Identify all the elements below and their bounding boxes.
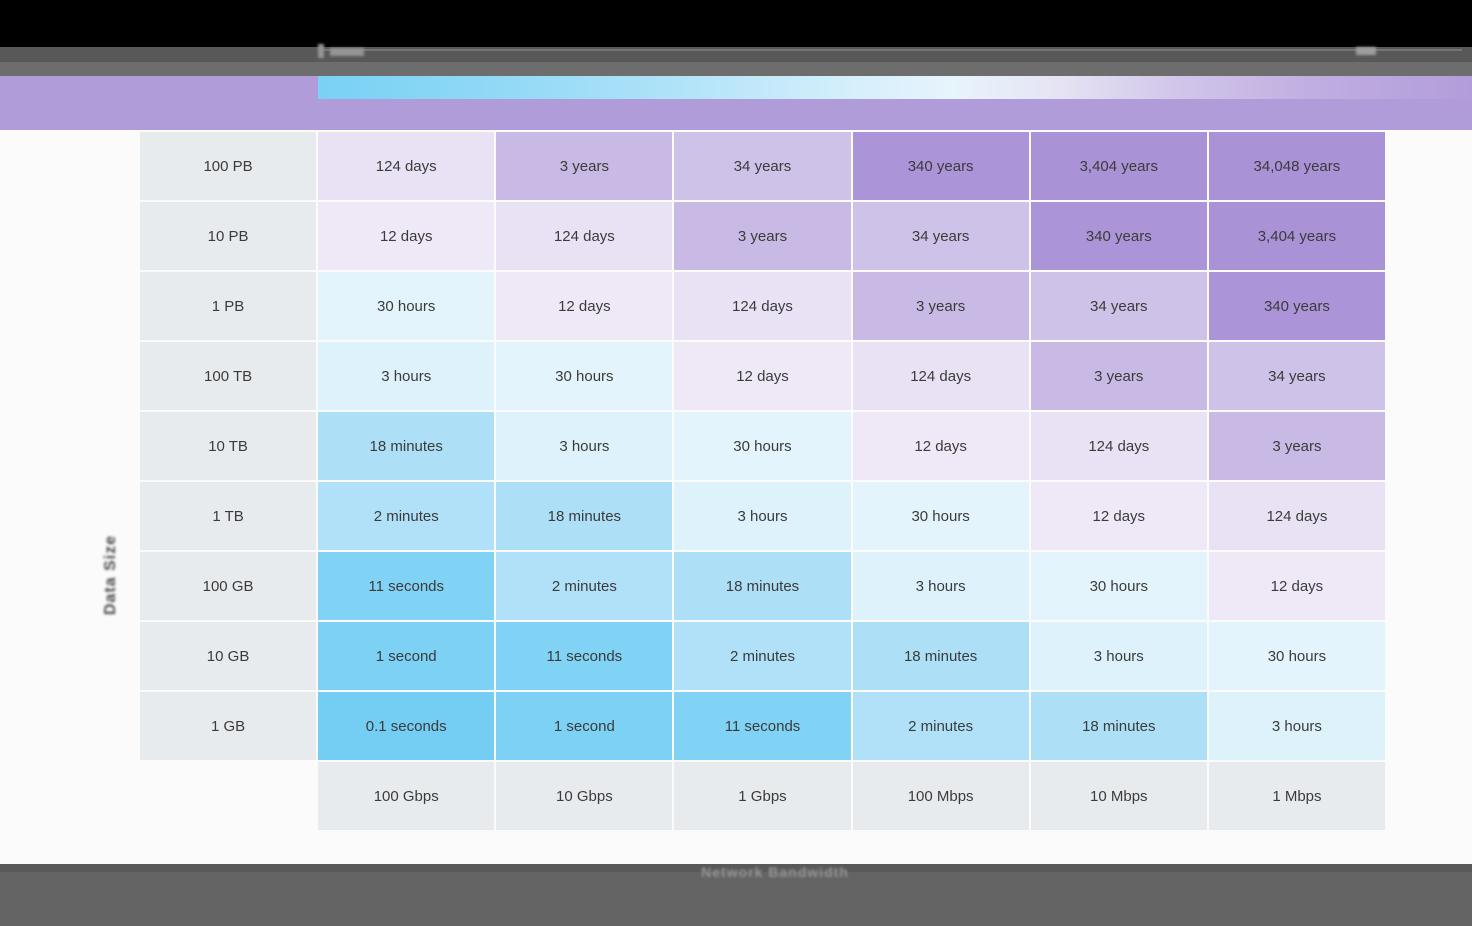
heatmap-cell: 3 years: [1030, 342, 1207, 410]
heatmap-cell: 11 seconds: [496, 622, 673, 690]
heatmap-cell: 18 minutes: [318, 412, 495, 480]
top-black-bar: [0, 0, 1472, 47]
heatmap-cell: 30 hours: [674, 412, 851, 480]
illegible-header-mark: [1356, 46, 1384, 58]
heatmap-cell: 34 years: [1208, 342, 1385, 410]
row-label-cell: 1 PB: [140, 272, 317, 340]
heatmap-cell: 3,404 years: [1030, 132, 1207, 200]
heatmap-cell: 34 years: [1030, 272, 1207, 340]
heatmap-cell: 30 hours: [852, 482, 1029, 550]
heatmap-cell: 3 years: [1208, 412, 1385, 480]
heatmap-cell: 124 days: [318, 132, 495, 200]
heatmap-cell: 1 second: [496, 692, 673, 760]
heatmap-cell: 11 seconds: [318, 552, 495, 620]
heatmap-cell: 12 days: [674, 342, 851, 410]
row-label-cell: 100 PB: [140, 132, 317, 200]
heatmap-cell: 124 days: [674, 272, 851, 340]
heatmap-cell: 2 minutes: [318, 482, 495, 550]
color-scale-gradient: [318, 76, 1472, 99]
heatmap-cell: 2 minutes: [674, 622, 851, 690]
heatmap-cell: 18 minutes: [852, 622, 1029, 690]
col-label-cell: 100 Mbps: [852, 762, 1029, 830]
heatmap-cell: 1 second: [318, 622, 495, 690]
heatmap-cell: 12 days: [496, 272, 673, 340]
row-label-cell: 1 TB: [140, 482, 317, 550]
heatmap-cell: 30 hours: [1030, 552, 1207, 620]
footer-top-strip: [0, 864, 1472, 872]
heatmap-cell: 124 days: [852, 342, 1029, 410]
heatmap-cell: 3 years: [496, 132, 673, 200]
heatmap-cell: 124 days: [496, 202, 673, 270]
heatmap-cell: 3 years: [674, 202, 851, 270]
heatmap-cell: 3 years: [852, 272, 1029, 340]
heatmap-cell: 34 years: [674, 132, 851, 200]
col-label-cell: 1 Mbps: [1208, 762, 1385, 830]
row-label-cell: 100 TB: [140, 342, 317, 410]
heatmap-cell: 18 minutes: [496, 482, 673, 550]
heatmap-cell: 18 minutes: [1030, 692, 1207, 760]
col-label-cell: 100 Gbps: [318, 762, 495, 830]
heatmap-cell: 3 hours: [318, 342, 495, 410]
heatmap-cell: 12 days: [1208, 552, 1385, 620]
heatmap-cell: 3 hours: [852, 552, 1029, 620]
footer-bar: Network Bandwidth: [0, 864, 1472, 926]
heatmap-grid: 100 PB 124 days 3 years 34 years 340 years 3,…: [140, 132, 1385, 830]
main-content: Data Size 100 PB 124 days 3 years 34 years 3…: [0, 130, 1472, 864]
x-axis-label-text: Network Bandwidth: [701, 864, 849, 880]
heatmap-cell: 30 hours: [496, 342, 673, 410]
heatmap-cell: 34,048 years: [1208, 132, 1385, 200]
illegible-header-label: [318, 44, 372, 62]
row-label-cell: 100 GB: [140, 552, 317, 620]
heatmap-cell: 340 years: [1030, 202, 1207, 270]
y-axis-label: Data Size: [84, 532, 138, 618]
heatmap-cell: 30 hours: [318, 272, 495, 340]
chrome-divider-line: [318, 49, 1462, 51]
y-axis-label-text: Data Size: [102, 534, 120, 616]
heatmap-cell: 18 minutes: [674, 552, 851, 620]
chrome-bar-mid: [0, 62, 1472, 76]
col-label-cell: 10 Gbps: [496, 762, 673, 830]
heatmap-cell: 30 hours: [1208, 622, 1385, 690]
heatmap-cell: 3 hours: [674, 482, 851, 550]
row-label-cell: 10 GB: [140, 622, 317, 690]
col-label-cell: 10 Mbps: [1030, 762, 1207, 830]
heatmap-cell: 2 minutes: [496, 552, 673, 620]
heatmap-cell: 3,404 years: [1208, 202, 1385, 270]
heatmap-cell: 0.1 seconds: [318, 692, 495, 760]
heatmap-cell: 12 days: [852, 412, 1029, 480]
row-label-cell: 10 TB: [140, 412, 317, 480]
row-label-cell: 1 GB: [140, 692, 317, 760]
heatmap-cell: 124 days: [1030, 412, 1207, 480]
heatmap-cell: 340 years: [852, 132, 1029, 200]
row-label-cell: 10 PB: [140, 202, 317, 270]
heatmap-cell: 340 years: [1208, 272, 1385, 340]
heatmap-cell: 3 hours: [1208, 692, 1385, 760]
heatmap-cell: 34 years: [852, 202, 1029, 270]
heatmap-cell: 12 days: [318, 202, 495, 270]
heatmap-cell: 11 seconds: [674, 692, 851, 760]
heatmap-cell: 3 hours: [496, 412, 673, 480]
heatmap-cell: 124 days: [1208, 482, 1385, 550]
corner-cell: [140, 762, 316, 830]
heatmap-cell: 3 hours: [1030, 622, 1207, 690]
heatmap-cell: 12 days: [1030, 482, 1207, 550]
purple-accent-band: [0, 76, 1472, 130]
col-label-cell: 1 Gbps: [674, 762, 851, 830]
heatmap-cell: 2 minutes: [852, 692, 1029, 760]
